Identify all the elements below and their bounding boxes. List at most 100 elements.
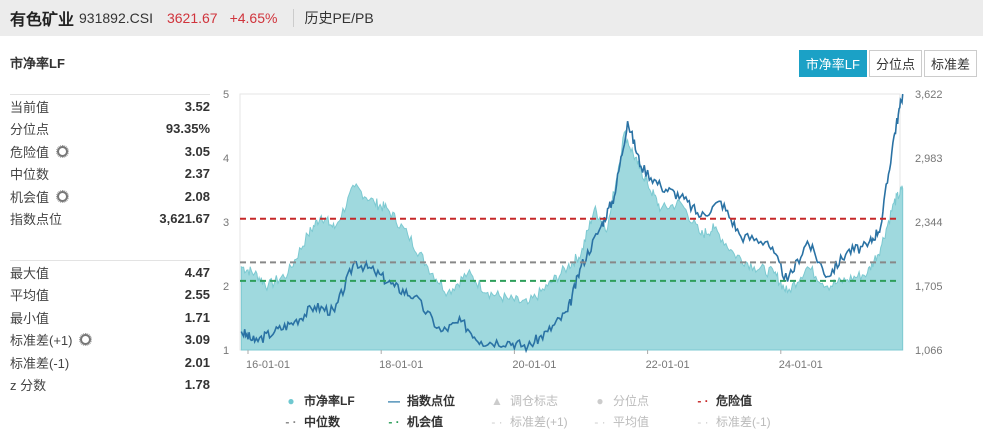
metric-tabs: 市净率LF 分位点 标准差 — [797, 50, 977, 77]
stat-row: 标准差(-1) 2.01 — [10, 351, 210, 374]
stat-label-wrap: 中位数 — [10, 164, 49, 183]
stat-label: 分位点 — [10, 122, 50, 138]
x-tick-label: 20-01-01 — [512, 359, 556, 371]
legend-label: 指数点位 — [407, 394, 456, 408]
tab-pb-lf[interactable]: 市净率LF — [798, 50, 867, 77]
stat-value: 1.71 — [184, 309, 210, 325]
stat-value: 3.05 — [184, 143, 210, 159]
legend-label: 标准差(+1) — [510, 415, 568, 429]
stat-label-wrap: 平均值 — [10, 285, 49, 304]
stat-label: 最大值 — [10, 265, 50, 281]
y-left-tick: 5 — [223, 89, 229, 101]
y-right-tick: 3,622 — [915, 89, 943, 101]
legend-marker-icon: ▲ — [491, 393, 503, 408]
legend-label: 调仓标志 — [510, 394, 559, 408]
legend-marker-icon: ● — [596, 393, 604, 408]
stat-value: 3.09 — [184, 332, 210, 348]
legend-label: 标准差(-1) — [716, 415, 771, 429]
legend-item[interactable]: - · 机会值 — [387, 413, 490, 430]
tab-percentile[interactable]: 分位点 — [868, 50, 922, 77]
stat-value: 4.47 — [184, 264, 210, 280]
legend-marker-icon: ● — [287, 393, 295, 408]
legend-item[interactable]: - · 平均值 — [593, 413, 696, 430]
legend-item[interactable]: - · 标准差(+1) — [490, 413, 593, 430]
legend-marker-icon: - · — [388, 414, 400, 429]
history-pe-pb-link[interactable]: 历史PE/PB — [304, 10, 374, 26]
gear-icon[interactable] — [56, 189, 70, 203]
index-change: +4.65% — [229, 10, 278, 26]
stat-label: 危险值 — [10, 144, 50, 160]
stat-row: 机会值 2.08 — [10, 185, 210, 208]
index-code: 931892.CSI — [79, 10, 153, 26]
stat-label-wrap: 当前值 — [10, 97, 49, 116]
y-right-tick: 1,066 — [915, 345, 943, 357]
gear-icon[interactable] — [56, 144, 70, 158]
stat-row: 最大值 4.47 — [10, 261, 210, 284]
legend-item[interactable]: - · 标准差(-1) — [696, 413, 799, 430]
stat-value: 93.35% — [165, 121, 210, 137]
legend-marker-icon: - · — [697, 414, 709, 429]
divider — [10, 260, 210, 261]
stat-label: 当前值 — [10, 99, 50, 115]
stat-value: 2.37 — [184, 166, 210, 182]
legend-label: 危险值 — [716, 394, 753, 408]
y-left-tick: 2 — [223, 281, 229, 293]
stats-current: 当前值 3.52 分位点 93.35% 危险值 3.05 中位数 2.37 机会值 2.08 指数点… — [10, 94, 210, 230]
legend-label: 平均值 — [613, 415, 650, 429]
divider — [293, 9, 295, 27]
stat-value: 3,621.67 — [159, 211, 210, 227]
x-tick-label: 16-01-01 — [246, 359, 290, 371]
stat-label-wrap: 危险值 — [10, 142, 70, 161]
x-tick-label: 22-01-01 — [646, 359, 690, 371]
stats-summary: 最大值 4.47 平均值 2.55 最小值 1.71 标准差(+1) 3.09 标准差(-1) 2… — [10, 260, 210, 396]
y-left-tick: 3 — [223, 217, 229, 229]
stat-label: 标准差(+1) — [10, 333, 73, 349]
stat-row: 危险值 3.05 — [10, 140, 210, 163]
y-right-tick: 2,983 — [915, 153, 943, 165]
stat-label-wrap: 指数点位 — [10, 209, 62, 228]
header-bar: 有色矿业 931892.CSI 3621.67 +4.65% 历史PE/PB — [0, 0, 983, 36]
stat-label-wrap: 机会值 — [10, 187, 70, 206]
pb-area — [240, 129, 904, 351]
index-line — [240, 93, 904, 354]
stat-row: 分位点 93.35% — [10, 118, 210, 141]
stat-row: 指数点位 3,621.67 — [10, 208, 210, 231]
legend-marker-icon: - · — [491, 414, 503, 429]
y-right-tick: 1,705 — [915, 281, 943, 293]
legend-label: 市净率LF — [304, 394, 355, 408]
y-left-tick: 1 — [223, 345, 229, 357]
stat-row: 当前值 3.52 — [10, 95, 210, 118]
legend-label: 机会值 — [407, 415, 444, 429]
legend-marker-icon: - · — [285, 414, 297, 429]
stat-value: 1.78 — [184, 377, 210, 393]
stat-value: 2.08 — [184, 188, 210, 204]
stat-label-wrap: 最小值 — [10, 308, 49, 327]
legend-marker-icon: — — [388, 393, 400, 408]
gear-icon[interactable] — [79, 333, 93, 347]
legend-item[interactable]: ● 分位点 — [593, 392, 696, 409]
stat-row: 标准差(+1) 3.09 — [10, 329, 210, 352]
stat-label: 机会值 — [10, 189, 50, 205]
x-tick-label: 18-01-01 — [379, 359, 423, 371]
legend-item[interactable]: ▲ 调仓标志 — [490, 392, 593, 409]
stat-label: 指数点位 — [10, 212, 63, 228]
stat-label-wrap: 分位点 — [10, 119, 49, 138]
stat-label-wrap: z 分数 — [10, 375, 46, 394]
legend-label: 分位点 — [613, 394, 650, 408]
tab-std-dev[interactable]: 标准差 — [923, 50, 977, 77]
stat-row: 最小值 1.71 — [10, 306, 210, 329]
stat-label: 标准差(-1) — [10, 355, 70, 371]
chart-legend: ● 市净率LF — 指数点位 ▲ 调仓标志 ● 分位点 - · 危险值 - · 中位数 - · 机会值 - … — [284, 392, 884, 430]
legend-item[interactable]: ● 市净率LF — [284, 392, 387, 409]
legend-item[interactable]: - · 危险值 — [696, 392, 799, 409]
legend-item[interactable]: - · 中位数 — [284, 413, 387, 430]
stat-value: 2.55 — [184, 287, 210, 303]
legend-label: 中位数 — [304, 415, 341, 429]
legend-item[interactable]: — 指数点位 — [387, 392, 490, 409]
x-tick-label: 24-01-01 — [779, 359, 823, 371]
legend-marker-icon: - · — [594, 414, 606, 429]
stat-label: z 分数 — [10, 378, 47, 394]
stat-value: 3.52 — [184, 98, 210, 114]
divider — [10, 94, 210, 95]
